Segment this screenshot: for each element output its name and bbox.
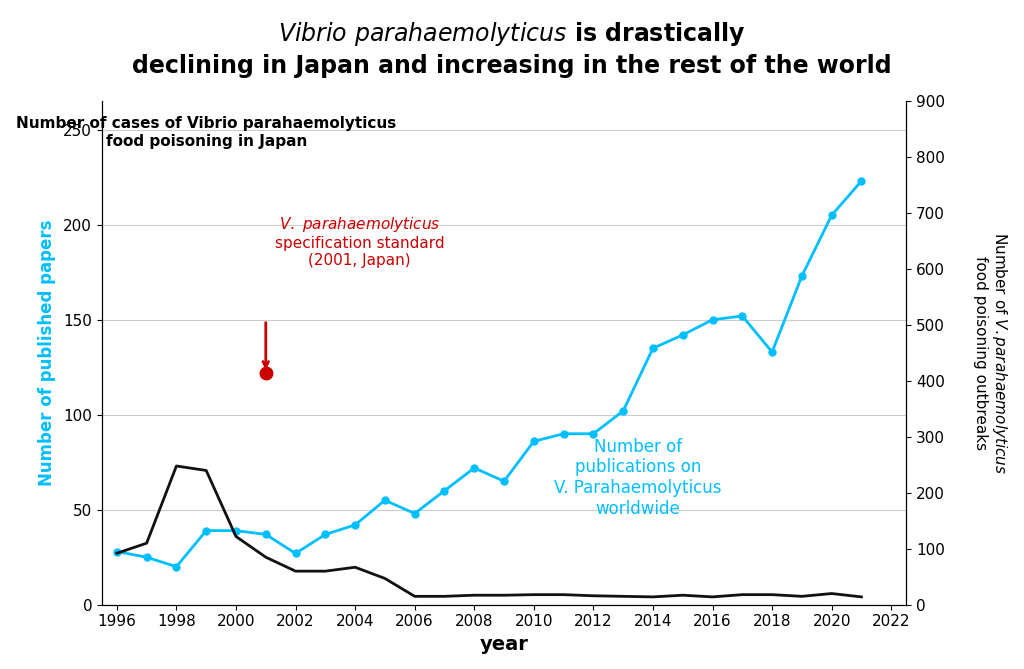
- Y-axis label: Number of published papers: Number of published papers: [39, 219, 56, 486]
- Text: Number of
publications on
V. Parahaemolyticus
worldwide: Number of publications on V. Parahaemoly…: [554, 438, 722, 518]
- Y-axis label: Number of $\it{V. parahaemolyticus}$
food poisoning outbreaks: Number of $\it{V. parahaemolyticus}$ foo…: [973, 232, 1009, 474]
- Text: $\it{V.\ parahaemolyticus}$
specification standard
(2001, Japan): $\it{V.\ parahaemolyticus}$ specificatio…: [274, 215, 444, 268]
- X-axis label: year: year: [479, 635, 528, 654]
- Text: $\it{Vibrio\ parahaemolyticus}$ is drastically
declining in Japan and increasing: $\it{Vibrio\ parahaemolyticus}$ is drast…: [132, 20, 892, 78]
- Text: Number of cases of Vibrio parahaemolyticus
food poisoning in Japan: Number of cases of Vibrio parahaemolytic…: [16, 116, 396, 149]
